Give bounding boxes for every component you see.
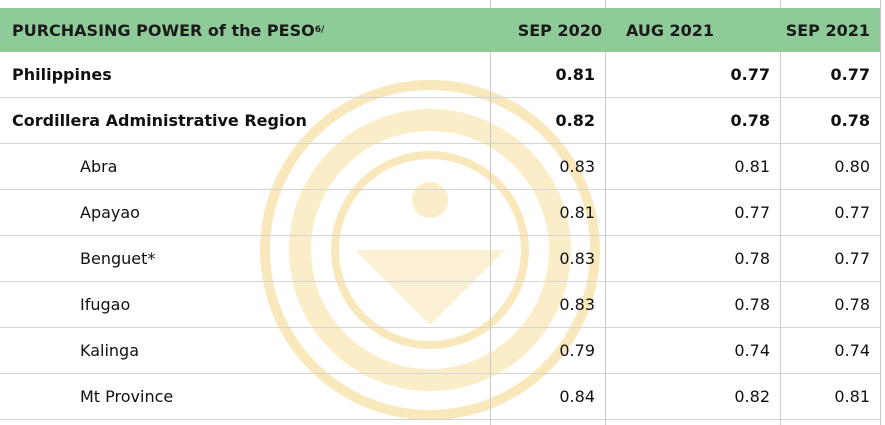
table-row: Benguet* 0.83 0.78 0.77: [0, 236, 880, 282]
value-cell: 0.81: [555, 65, 595, 84]
value-cell: 0.81: [734, 157, 770, 176]
value-cell: 0.78: [734, 295, 770, 314]
value-cell: 0.79: [559, 341, 595, 360]
value-cell: 0.84: [559, 387, 595, 406]
value-cell: 0.78: [830, 111, 870, 130]
value-cell: 0.77: [734, 203, 770, 222]
header-cell: SEP 2020: [517, 20, 602, 40]
header-text: PURCHASING POWER of the PESO: [12, 20, 315, 40]
value-cell: 0.77: [834, 203, 870, 222]
column-line: [490, 0, 491, 425]
label-cell: Mt Province: [80, 387, 174, 406]
label-cell: Cordillera Administrative Region: [12, 111, 307, 130]
table-row: Mt Province 0.84 0.82 0.81: [0, 374, 880, 420]
label-cell: Kalinga: [80, 341, 140, 360]
value-cell: 0.80: [834, 157, 870, 176]
seal-band: [289, 109, 571, 391]
table-row: Apayao 0.81 0.77 0.77: [0, 190, 880, 236]
value-cell: 0.83: [559, 157, 595, 176]
header-cell: AUG 2021: [625, 20, 715, 40]
value-cell: 0.82: [734, 387, 770, 406]
header-cell: PURCHASING POWER of the PESO 6/: [12, 20, 325, 40]
table-row: Cordillera Administrative Region 0.82 0.78…: [0, 98, 880, 144]
label-cell: Abra: [80, 157, 118, 176]
label-cell: Philippines: [12, 65, 112, 84]
seal-triangle: [355, 250, 505, 325]
value-cell: 0.82: [555, 111, 595, 130]
value-cell: 0.77: [830, 65, 870, 84]
seal-gear: [331, 151, 529, 349]
header-cell: SEP 2021: [785, 20, 870, 40]
seal-ring: [260, 80, 600, 420]
value-cell: 0.77: [730, 65, 770, 84]
label-cell: Ifugao: [80, 295, 131, 314]
value-cell: 0.78: [730, 111, 770, 130]
table-row: Abra 0.83 0.81 0.80: [0, 144, 880, 190]
value-cell: 0.83: [559, 295, 595, 314]
watermark-seal: [260, 80, 600, 420]
value-cell: 0.83: [559, 249, 595, 268]
value-cell: 0.74: [834, 341, 870, 360]
table-row: Ifugao 0.83 0.78 0.78: [0, 282, 880, 328]
label-cell: Benguet*: [80, 249, 156, 268]
value-cell: 0.78: [834, 295, 870, 314]
value-cell: 0.81: [559, 203, 595, 222]
label-cell: Apayao: [80, 203, 140, 222]
seal-sun: [412, 182, 448, 218]
value-cell: 0.77: [834, 249, 870, 268]
value-cell: 0.81: [834, 387, 870, 406]
value-cell: 0.74: [734, 341, 770, 360]
header-row: PURCHASING POWER of the PESO 6/ SEP 2020 …: [0, 8, 880, 52]
column-line: [780, 0, 781, 425]
table-row: Philippines 0.81 0.77 0.77: [0, 52, 880, 98]
column-line: [605, 0, 606, 425]
column-line: [880, 0, 881, 425]
value-cell: 0.78: [734, 249, 770, 268]
table-row: Kalinga 0.79 0.74 0.74: [0, 328, 880, 374]
